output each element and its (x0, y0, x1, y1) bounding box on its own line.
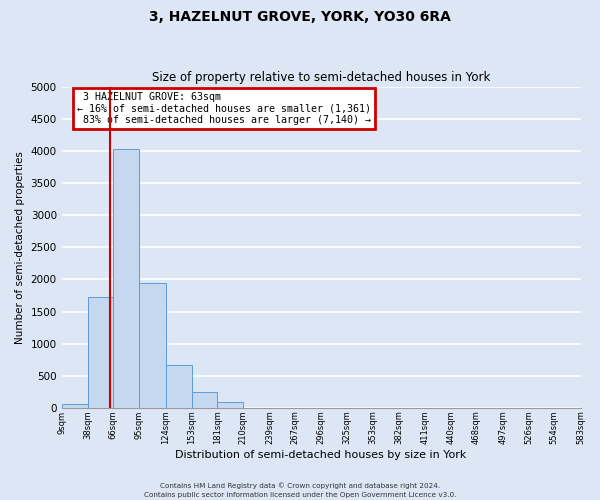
Bar (217, 402, 244, 408)
Bar (113, 150, 139, 408)
Text: Contains HM Land Registry data © Crown copyright and database right 2024.: Contains HM Land Registry data © Crown c… (160, 482, 440, 489)
Bar (62, 404, 88, 408)
Bar (166, 366, 192, 408)
Bar (192, 392, 217, 408)
Title: Size of property relative to semi-detached houses in York: Size of property relative to semi-detach… (152, 72, 490, 85)
Y-axis label: Number of semi-detached properties: Number of semi-detached properties (15, 151, 25, 344)
X-axis label: Distribution of semi-detached houses by size in York: Distribution of semi-detached houses by … (175, 450, 467, 460)
Text: 3 HAZELNUT GROVE: 63sqm
← 16% of semi-detached houses are smaller (1,361)
 83% o: 3 HAZELNUT GROVE: 63sqm ← 16% of semi-de… (77, 92, 371, 125)
Text: 3, HAZELNUT GROVE, YORK, YO30 6RA: 3, HAZELNUT GROVE, YORK, YO30 6RA (149, 10, 451, 24)
Bar (139, 282, 166, 408)
Bar (88, 297, 113, 408)
Text: Contains public sector information licensed under the Open Government Licence v3: Contains public sector information licen… (144, 492, 456, 498)
